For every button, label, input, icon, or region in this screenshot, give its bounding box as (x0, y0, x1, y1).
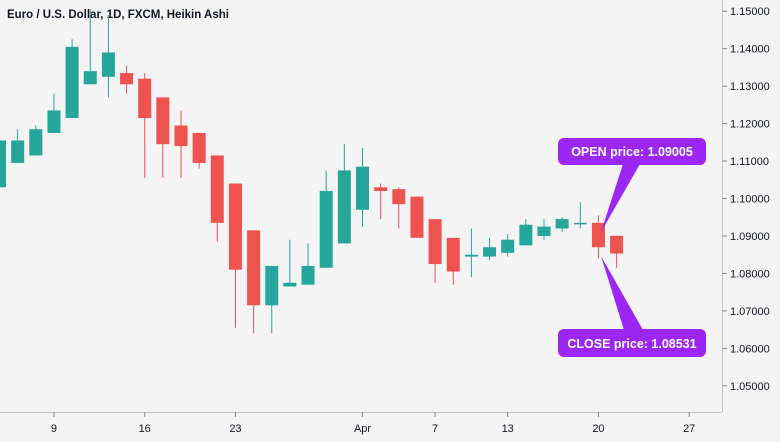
x-tick-label: 16 (139, 423, 151, 435)
candle-body-down (374, 187, 388, 192)
candle-body-down (247, 230, 261, 306)
candle-body-down (210, 155, 224, 223)
candle-body-down (120, 73, 134, 85)
candle-body-down (192, 132, 206, 163)
x-tick-label: 20 (592, 423, 604, 435)
x-axis: 9 16 23 Apr 7 13 20 27 (51, 412, 695, 435)
y-axis: 1.15000 1.14000 1.13000 1.12000 1.11000 1.100… (722, 6, 770, 393)
x-tick-label: 27 (683, 423, 695, 435)
open-callout-box (558, 138, 706, 165)
candle-body-up (337, 170, 351, 244)
y-tick-label: 1.13000 (730, 81, 770, 93)
close-callout-label: CLOSE price: 1.08531 (567, 337, 696, 351)
candle-body-up (519, 224, 533, 246)
close-callout-pointer (601, 256, 643, 330)
candle-body-up (537, 226, 551, 236)
open-callout-label: OPEN price: 1.09005 (571, 145, 693, 159)
candle-body-up (283, 282, 297, 287)
candle-body-up (101, 52, 115, 77)
candle-body-down (174, 125, 188, 147)
y-tick-label: 1.12000 (730, 119, 770, 131)
y-tick-label: 1.08000 (730, 268, 770, 280)
candle-body-down (228, 183, 242, 270)
y-tick-label: 1.09000 (730, 231, 770, 243)
candle-body-up (501, 239, 515, 253)
candle-body-up (356, 166, 369, 210)
candle-body-up (483, 247, 497, 257)
candle-body-up (319, 191, 333, 268)
chart-title: Euro / U.S. Dollar, 1D, FXCM, Heikin Ash… (7, 9, 229, 21)
y-tick-label: 1.05000 (730, 381, 770, 393)
candles (0, 9, 624, 334)
candle-body-down (156, 97, 170, 145)
y-tick-label: 1.11000 (730, 156, 769, 168)
close-callout-box (558, 329, 706, 357)
y-tick-label: 1.15000 (730, 6, 770, 18)
candle-body-up (83, 71, 97, 85)
candle-body-down (138, 78, 152, 118)
y-tick-label: 1.07000 (730, 306, 770, 318)
y-tick-label: 1.10000 (730, 194, 770, 206)
candle-body-up (555, 219, 569, 229)
candle-body-down (428, 219, 442, 265)
x-tick-label: 13 (502, 423, 514, 435)
candle-body-up (301, 265, 315, 285)
candle-body-up (464, 254, 478, 257)
candle-body-down (410, 196, 424, 238)
candle-body-up (11, 140, 25, 163)
candle-body-up (573, 222, 587, 225)
candle-body-down (392, 189, 406, 205)
open-price-callout: OPEN price: 1.09005 (558, 138, 706, 232)
close-price-callout: CLOSE price: 1.08531 (558, 256, 706, 357)
x-tick-label: Apr (354, 423, 371, 435)
candle-body-down (610, 235, 624, 254)
candle-body-up (265, 265, 279, 306)
candle-body-up (65, 46, 79, 118)
candle-body-down (446, 237, 460, 272)
candle-body-up (29, 129, 43, 156)
x-tick-label: 23 (229, 423, 241, 435)
candle-body-up (0, 140, 6, 188)
x-tick-label: 7 (432, 423, 438, 435)
candle-body-up (47, 110, 61, 133)
candle-body-down (591, 222, 605, 248)
open-callout-pointer (601, 164, 640, 232)
x-tick-label: 9 (51, 423, 57, 435)
y-tick-label: 1.06000 (730, 343, 770, 355)
y-tick-label: 1.14000 (730, 44, 770, 56)
